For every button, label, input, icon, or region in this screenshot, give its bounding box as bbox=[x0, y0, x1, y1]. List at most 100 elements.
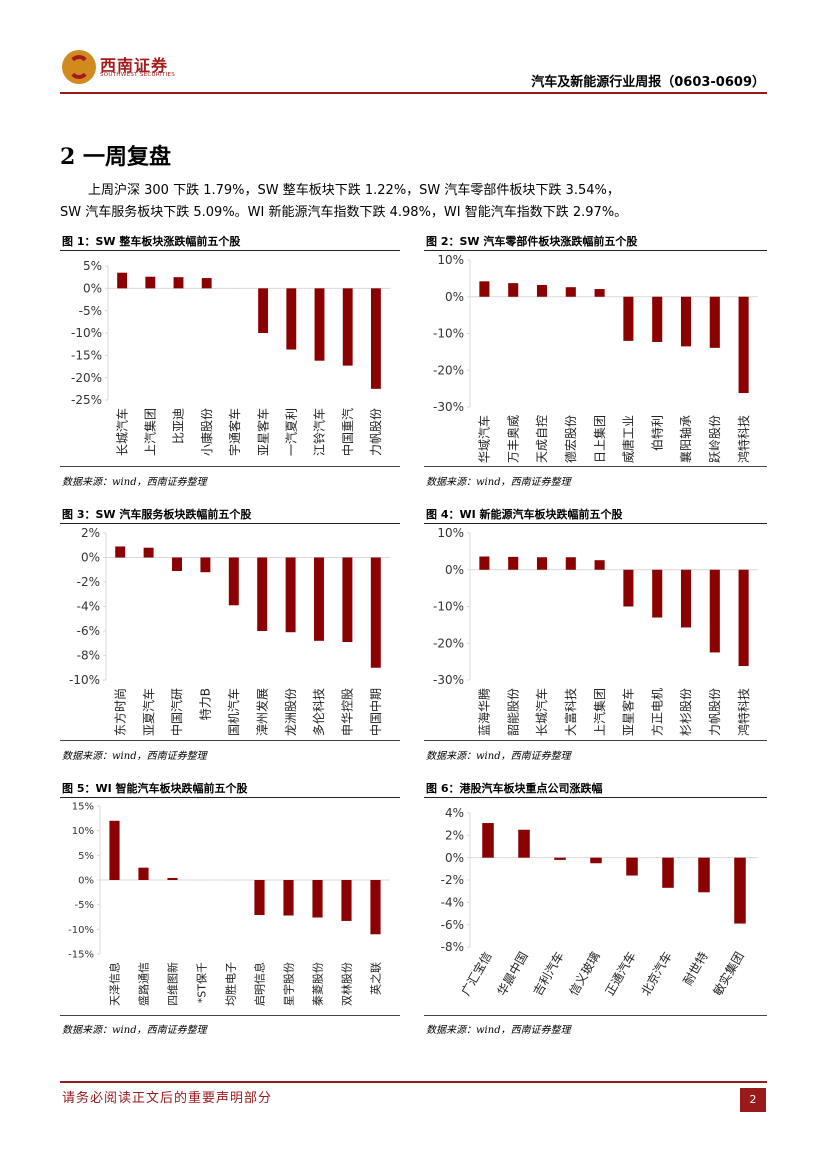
figure-1-chart: 5% 0% -5% -10% -15% -20% -25% 长城汽车 上汽集团 比亚迪 小康股份 宇通… bbox=[71, 259, 390, 456]
figure-6-title: 图 6：港股汽车板块重点公司涨跌幅 bbox=[426, 782, 603, 795]
figure-3-source: 数据来源：wind，西南证券整理 bbox=[62, 751, 207, 762]
bar-秦菱股份 bbox=[312, 880, 323, 918]
bar-北京汽车 bbox=[662, 857, 674, 888]
category-label: 襄阳轴承 bbox=[678, 415, 693, 463]
category-label: 亚星客车 bbox=[255, 408, 270, 456]
y-tick-label: 0% bbox=[81, 551, 100, 565]
bar-盛路通信 bbox=[138, 867, 149, 880]
y-tick-label: -6% bbox=[441, 918, 464, 932]
bar-襄阳轴承 bbox=[680, 296, 692, 347]
category-label: 上汽集团 bbox=[592, 688, 607, 736]
category-label: 韶能股份 bbox=[505, 688, 520, 736]
bar-力帆股份 bbox=[370, 288, 381, 389]
category-label: 力帆股份 bbox=[707, 688, 722, 736]
category-label: 日上集团 bbox=[592, 415, 607, 463]
y-tick-label: 10% bbox=[437, 526, 464, 540]
bar-威唐工业 bbox=[623, 296, 634, 341]
summary-line-1: 上周沪深 300 下跌 1.79%，SW 整车板块下跌 1.22%，SW 汽车零… bbox=[88, 183, 620, 198]
category-label: 盛路通信 bbox=[136, 962, 150, 1006]
bar-华域汽车 bbox=[479, 281, 490, 297]
category-label: 上汽集团 bbox=[143, 408, 158, 456]
bar-杉杉股份 bbox=[680, 569, 692, 628]
logo-name-cn: 西南证券 bbox=[100, 56, 169, 75]
y-tick-label: -5% bbox=[79, 304, 102, 318]
bar-广汇宝信 bbox=[482, 823, 494, 858]
category-label: 中国汽研 bbox=[169, 688, 184, 736]
y-tick-label: 0% bbox=[445, 563, 464, 577]
figure-2-bottom-rule bbox=[424, 466, 767, 467]
category-label: 特力B bbox=[198, 688, 213, 720]
bar-东方时尚 bbox=[115, 546, 126, 558]
bar-江铃汽车 bbox=[314, 288, 325, 361]
bar-跃岭股份 bbox=[709, 296, 720, 348]
figure-3-chart: 2% 0% -2% -4% -6% -8% -10% 东方时尚 亚夏汽车 中国汽研 特力B 国机汽车漳… bbox=[69, 526, 390, 736]
y-tick-label: -10% bbox=[433, 327, 464, 341]
category-label: 龙洲股份 bbox=[284, 688, 298, 736]
bar-漳州发展 bbox=[257, 557, 268, 631]
category-label: 宇通客车 bbox=[227, 408, 242, 456]
y-tick-label: 15% bbox=[72, 802, 94, 813]
bar-国机汽车 bbox=[228, 557, 239, 606]
category-label: 双林股份 bbox=[339, 962, 353, 1006]
bar-耐世特 bbox=[698, 857, 710, 893]
y-tick-label: 2% bbox=[81, 526, 100, 540]
bar-信义玻璃 bbox=[590, 857, 602, 864]
header-divider bbox=[60, 92, 767, 94]
y-tick-label: 0% bbox=[83, 282, 102, 296]
figure-6-source: 数据来源：wind，西南证券整理 bbox=[426, 1025, 571, 1036]
y-tick-label: -2% bbox=[77, 575, 100, 589]
figure-2-source: 数据来源：wind，西南证券整理 bbox=[426, 477, 571, 488]
figure-1-source: 数据来源：wind，西南证券整理 bbox=[62, 477, 207, 488]
category-label: 敏实集团 bbox=[710, 949, 747, 998]
category-label: 均胜电子 bbox=[223, 962, 237, 1006]
bar-万丰奥威 bbox=[508, 283, 519, 297]
y-tick-label: -10% bbox=[68, 925, 94, 936]
category-label: 中国中期 bbox=[368, 688, 383, 736]
category-label: 吉利汽车 bbox=[530, 949, 567, 998]
figure-6-chart: 4% 2% 0% -2% -4% -6% -8%广汇宝信 华晨中国 吉利汽车 信义玻璃 正通汽车 北京… bbox=[441, 806, 758, 998]
figure-5-bottom-rule bbox=[60, 1015, 400, 1016]
y-tick-label: -25% bbox=[71, 393, 102, 407]
category-label: 天成自控 bbox=[535, 415, 549, 463]
category-label: 天泽信息 bbox=[107, 962, 121, 1006]
summary-line-2: SW 汽车服务板块下跌 5.09%。WI 新能源汽车指数下跌 4.98%，WI … bbox=[60, 205, 628, 220]
y-tick-label: -15% bbox=[68, 950, 94, 961]
category-label: 跃岭股份 bbox=[708, 415, 722, 463]
y-tick-label: -20% bbox=[71, 371, 102, 385]
page-number: 2 bbox=[740, 1088, 766, 1112]
category-label: 大富科技 bbox=[563, 688, 578, 736]
bar-德宏股份 bbox=[565, 287, 576, 297]
category-label: 鸿特科技 bbox=[736, 688, 751, 736]
figure-2-title: 图 2：SW 汽车零部件板块涨跌幅前五个股 bbox=[426, 235, 638, 248]
bar-申华控股 bbox=[342, 557, 353, 643]
bar-启明信息 bbox=[254, 880, 265, 916]
figure-3-title: 图 3：SW 汽车服务板块跌幅前五个股 bbox=[62, 508, 252, 521]
bar-中国中期 bbox=[370, 557, 381, 668]
bar-英之联 bbox=[370, 880, 381, 935]
bar-长城汽车 bbox=[117, 272, 128, 289]
bar-天成自控 bbox=[536, 284, 548, 297]
category-label: 力帆股份 bbox=[368, 408, 383, 456]
bar-华晨中国 bbox=[518, 829, 530, 858]
bar-多伦科技 bbox=[314, 557, 324, 641]
y-tick-label: 4% bbox=[445, 806, 464, 820]
y-tick-label: 0% bbox=[445, 851, 464, 865]
y-tick-label: -4% bbox=[441, 896, 464, 910]
bar-特力B bbox=[200, 557, 211, 573]
category-label: 一汽夏利 bbox=[284, 408, 299, 456]
figure-4-chart: 10% 0% -10% -20% -30% 蓝海华腾 韶能股份 长城汽车 大富科技 上汽集团 亚星客… bbox=[433, 526, 758, 736]
category-label: 东方时尚 bbox=[112, 688, 127, 736]
category-label: 耐世特 bbox=[680, 949, 711, 988]
y-tick-label: -4% bbox=[77, 600, 100, 614]
figure-5-source: 数据来源：wind，西南证券整理 bbox=[62, 1025, 207, 1036]
category-label: 比亚迪 bbox=[172, 408, 186, 444]
bar-小康股份 bbox=[201, 278, 212, 289]
category-label: 华晨中国 bbox=[494, 949, 531, 998]
category-label: 中国重汽 bbox=[340, 408, 355, 456]
figure-4-source: 数据来源：wind，西南证券整理 bbox=[426, 751, 571, 762]
figure-5-chart: 15% 10% 5% 0% -5% -10% -15% 天泽信息 盛路通信 四维图新 *ST保千 均胜… bbox=[68, 802, 390, 1006]
y-tick-label: 10% bbox=[437, 253, 464, 267]
bar-双林股份 bbox=[341, 880, 352, 921]
y-tick-label: 5% bbox=[83, 259, 102, 273]
bar-鸿特科技 bbox=[738, 569, 749, 667]
